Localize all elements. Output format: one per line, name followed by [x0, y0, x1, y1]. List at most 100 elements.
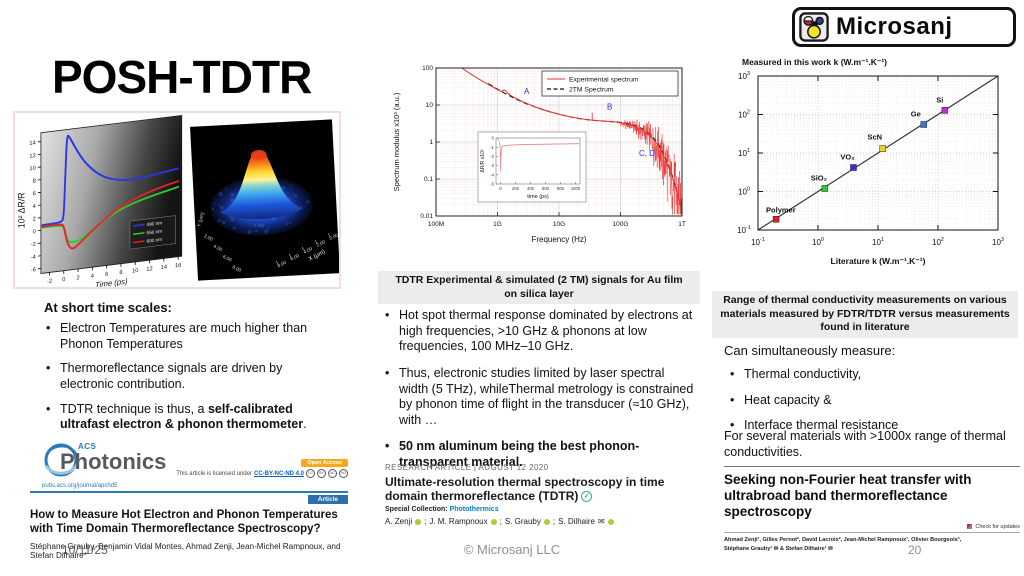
- svg-text:0: 0: [492, 136, 495, 141]
- svg-text:4.00: 4.00: [303, 246, 314, 256]
- svg-text:550 nm: 550 nm: [147, 229, 163, 236]
- svg-text:Polymer: Polymer: [766, 205, 796, 214]
- svg-text:A: A: [524, 87, 530, 96]
- svg-text:6.00: 6.00: [290, 253, 301, 263]
- list-item: 50 nm aluminum being the best phonon-tra…: [383, 439, 697, 470]
- cc-nd-icon: ND: [339, 469, 348, 478]
- svg-text:100M: 100M: [428, 221, 444, 228]
- svg-text:2.00: 2.00: [203, 233, 214, 243]
- svg-text:4: 4: [33, 204, 36, 210]
- author-name: S. Grauby: [504, 517, 541, 527]
- svg-text:VO₂: VO₂: [840, 153, 854, 162]
- spectrum-chart: 100M 1G 10G 100G 1T 0.01 0.1 1 10 100 Frequency (H…: [392, 65, 686, 244]
- bullet-text-bold: self-calibrated ultrafast electron & pho…: [60, 401, 304, 432]
- journal-url-link[interactable]: pubs.acs.org/journal/apchd5: [42, 483, 118, 489]
- svg-text:Experimental spectrum: Experimental spectrum: [569, 77, 639, 84]
- page-number: 20: [908, 543, 922, 557]
- orcid-icon: [543, 518, 550, 525]
- right-heading: Can simultaneously measure:: [724, 343, 896, 358]
- svg-text:time (ps): time (ps): [527, 194, 549, 200]
- bullet-text: Thus, electronic studies limited by lase…: [399, 365, 694, 427]
- svg-text:100: 100: [738, 187, 750, 197]
- nature-paper-title: Seeking non-Fourier heat transfer with u…: [724, 466, 1020, 520]
- microsanj-logo-text: Microsanj: [836, 13, 953, 40]
- svg-text:10: 10: [426, 102, 434, 109]
- svg-text:Ge: Ge: [911, 109, 921, 118]
- thermal-conductivity-scatter-chart: Measured in this work k (W.m⁻¹.K⁻¹)10-11…: [737, 57, 1004, 266]
- list-item: Interface thermal resistance: [728, 418, 1008, 434]
- orcid-icon: [415, 518, 422, 525]
- bullet-text: Thermal conductivity,: [744, 367, 862, 381]
- aip-paper-title: Ultimate-resolution thermal spectroscopy…: [385, 475, 703, 503]
- svg-text:Literature k (W.m⁻¹.K⁻¹): Literature k (W.m⁻¹.K⁻¹): [831, 256, 926, 266]
- svg-text:SiO₂: SiO₂: [811, 173, 827, 182]
- journal-rule: [30, 491, 348, 493]
- list-item: Hot spot thermal response dominated by e…: [383, 308, 697, 355]
- aip-article-block: RESEARCH ARTICLE | AUGUST 12 2020 Ultima…: [385, 463, 703, 526]
- svg-text:0.01: 0.01: [420, 213, 433, 220]
- check-for-updates[interactable]: Check for updates: [724, 524, 1020, 530]
- list-item: TDTR technique is thus, a self-calibrate…: [44, 402, 330, 433]
- right-note: For several materials with >1000x range …: [724, 429, 1006, 460]
- svg-text:2.00: 2.00: [316, 239, 327, 249]
- journal-name: Photonics: [60, 449, 167, 474]
- acs-logo-text: ACS: [78, 442, 97, 451]
- svg-text:10G: 10G: [553, 221, 565, 228]
- svg-text:200: 200: [512, 186, 520, 191]
- svg-text:101: 101: [738, 148, 750, 158]
- bullet-text: Interface thermal resistance: [744, 418, 899, 433]
- svg-text:14: 14: [161, 264, 167, 271]
- svg-text:-3: -3: [490, 163, 494, 168]
- microsanj-logo: Microsanj: [792, 7, 1016, 47]
- svg-text:102: 102: [738, 110, 750, 120]
- bullet-text: Hot spot thermal response dominated by e…: [399, 308, 693, 354]
- special-collection-link[interactable]: Photothermics: [449, 506, 499, 514]
- author-name: S. Dilhaire: [558, 517, 595, 527]
- middle-figure-caption: TDTR Experimental & simulated (2 TM) sig…: [378, 271, 700, 305]
- email-icon: ✉: [598, 517, 605, 527]
- aip-paper-title-text: Ultimate-resolution thermal spectroscopy…: [385, 475, 665, 504]
- svg-text:101: 101: [872, 237, 884, 247]
- svg-text:C, D: C, D: [639, 149, 655, 158]
- license-text: This article is licensed under: [176, 470, 252, 477]
- author-separator: ;: [424, 517, 427, 527]
- left-bullets: Electron Temperatures are much higher th…: [44, 321, 330, 442]
- acs-paper-title: How to Measure Hot Electron and Phonon T…: [30, 509, 338, 535]
- svg-text:8: 8: [33, 178, 36, 184]
- article-kicker: RESEARCH ARTICLE | AUGUST 12 2020: [385, 463, 549, 472]
- list-item: Electron Temperatures are much higher th…: [44, 321, 330, 352]
- svg-text:4: 4: [91, 273, 94, 279]
- cc-by-icon: BY: [317, 469, 326, 478]
- svg-text:10: 10: [29, 166, 35, 173]
- svg-text:600 nm: 600 nm: [147, 237, 163, 244]
- svg-text:-4: -4: [490, 172, 494, 177]
- author-separator: ;: [499, 517, 502, 527]
- list-item: Thermal conductivity,: [728, 367, 1008, 383]
- cc-icon: CC: [306, 469, 315, 478]
- svg-text:2TM Spectrum: 2TM Spectrum: [569, 87, 614, 94]
- list-item: Thermoreflectance signals are driven by …: [44, 361, 330, 392]
- svg-text:1G: 1G: [493, 221, 502, 228]
- acs-journal-header: ACS Photonics pubs.acs.org/journal/apchd…: [30, 439, 348, 489]
- nature-paper-authors: Ahmad Zenji¹, Gilles Pernot², David Lacr…: [724, 531, 1020, 554]
- svg-text:B: B: [607, 102, 612, 111]
- open-access-badge: Open Access: [301, 459, 348, 467]
- acs-paper-authors: Stéphane Grauby, Benjamin Vidal Montes, …: [30, 541, 341, 560]
- page-title: POSH-TDTR: [52, 51, 312, 103]
- svg-text:490 nm: 490 nm: [147, 220, 163, 227]
- svg-text:100G: 100G: [613, 221, 629, 228]
- license-block: Open Access This article is licensed und…: [176, 451, 348, 478]
- svg-text:14: 14: [29, 140, 35, 147]
- authors-line: Ahmad Zenji¹, Gilles Pernot², David Lacr…: [724, 536, 962, 543]
- svg-text:0.00: 0.00: [329, 232, 340, 242]
- license-link[interactable]: CC-BY-NC-ND 4.0: [253, 470, 304, 477]
- special-collection: Special Collection: Photothermics: [385, 506, 703, 513]
- left-heading: At short time scales:: [44, 300, 172, 315]
- svg-text:ΔR/R x10³: ΔR/R x10³: [480, 149, 486, 172]
- svg-text:103: 103: [738, 71, 750, 81]
- cc-nc-icon: NC: [328, 469, 337, 478]
- article-type-badge: Article: [307, 495, 348, 504]
- svg-text:-2: -2: [490, 154, 494, 159]
- svg-text:0.1: 0.1: [424, 176, 433, 183]
- tdtr-figures: -6 -4 -2 0 2 4 6 8 10 12 14 -2 0 2 4 6 8 10 12 14 16 Time (ps…: [13, 111, 341, 289]
